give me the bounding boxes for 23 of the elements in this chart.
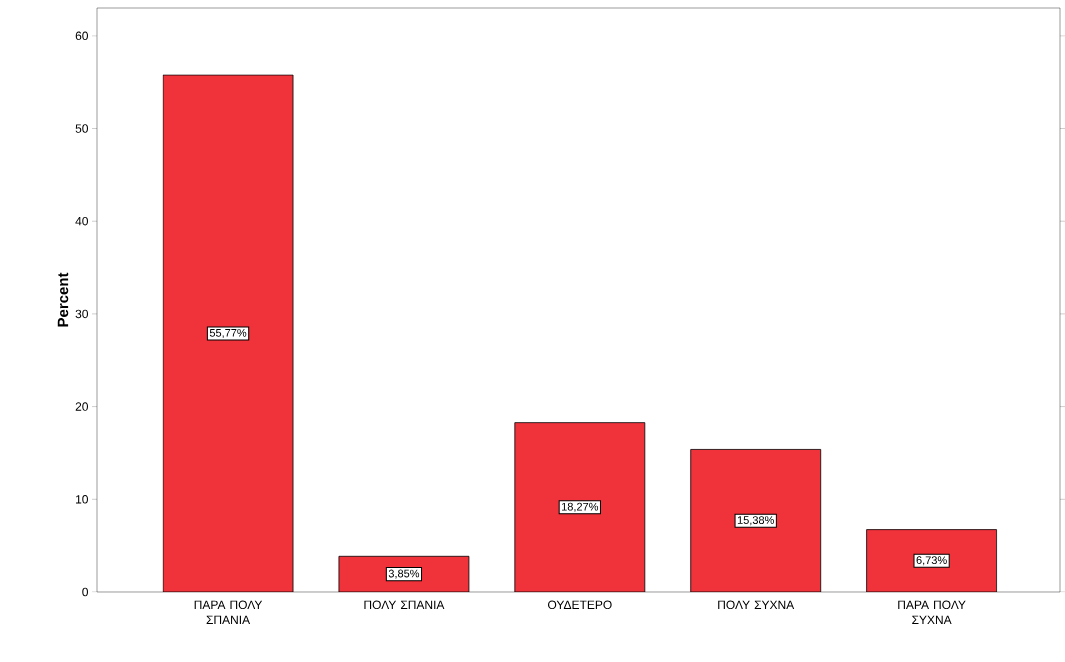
y-tick-label: 60: [75, 31, 88, 41]
x-tick-label: ΠΑΡΑ ΠΟΛΥ ΣΠΑΝΙΑ: [194, 600, 263, 624]
bar: [163, 75, 294, 592]
bar: [690, 449, 822, 592]
y-tick-label: 0: [82, 587, 89, 597]
x-tick-label: ΟΥΔΕΤΕΡΟ: [548, 600, 612, 610]
y-tick-label: 30: [75, 309, 88, 319]
y-tick-label: 40: [75, 216, 88, 226]
data-label: 15,38%: [737, 516, 774, 526]
data-label: 6,73%: [916, 556, 947, 566]
bar: [514, 422, 646, 592]
x-tick-label: ΠΟΛΥ ΣΥΧΝΑ: [718, 600, 795, 610]
y-tick-label: 10: [76, 495, 88, 504]
data-label: 55,77%: [209, 329, 247, 339]
x-tick-label: ΠΑΡΑ ΠΟΛΥ ΣΥΧΝΑ: [898, 600, 966, 624]
data-label: 3,85%: [388, 569, 420, 579]
data-label: 18,27%: [562, 502, 599, 512]
bar: [338, 555, 470, 592]
x-tick-label: ΠΟΛΥ ΣΠΑΝΙΑ: [364, 600, 445, 610]
y-axis-title: Percent: [57, 272, 69, 327]
y-tick-label: 20: [75, 402, 88, 411]
y-tick-label: 50: [75, 124, 88, 133]
bar: [866, 529, 997, 592]
